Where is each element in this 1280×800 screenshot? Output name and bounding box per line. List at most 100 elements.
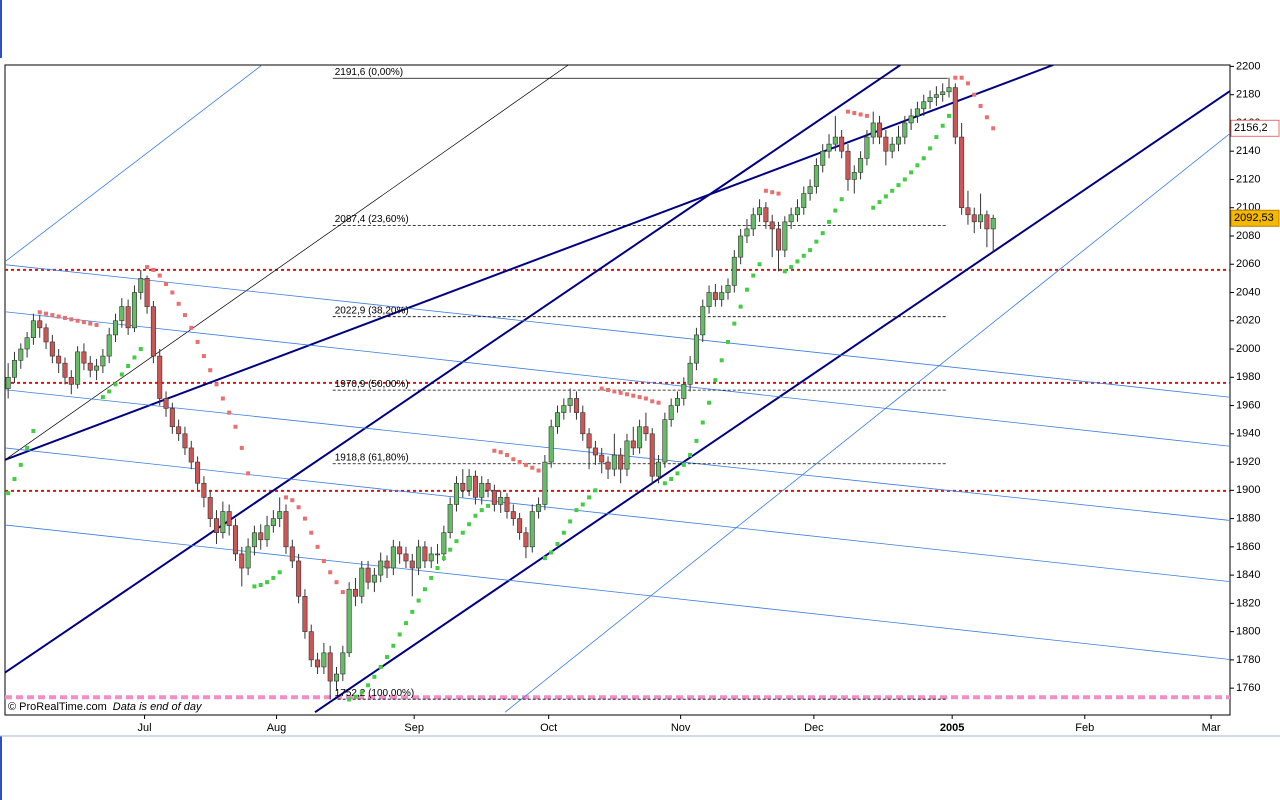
sar-dot xyxy=(302,516,307,521)
candle-body xyxy=(321,652,327,668)
sar-dot xyxy=(858,112,863,117)
candle-body xyxy=(820,150,826,166)
sar-dot xyxy=(208,368,213,373)
candle-body xyxy=(858,157,864,173)
candle-body xyxy=(605,461,611,470)
candle-body xyxy=(731,256,737,286)
sar-dot xyxy=(18,462,23,467)
candle-body xyxy=(283,511,289,548)
price-marker-label: 2092,53 xyxy=(1234,212,1274,224)
y-tick-label: 2200 xyxy=(1236,60,1260,72)
sar-dot xyxy=(359,690,364,695)
sar-dot xyxy=(366,683,371,688)
sar-dot xyxy=(593,488,598,493)
sar-dot xyxy=(542,556,547,561)
sar-dot xyxy=(372,674,377,679)
sar-dot xyxy=(340,590,345,595)
sar-dot xyxy=(523,462,528,467)
sar-dot xyxy=(403,621,408,626)
sar-dot xyxy=(763,188,768,193)
sar-dot xyxy=(827,219,832,224)
sar-dot xyxy=(915,163,920,168)
sar-dot xyxy=(12,477,17,482)
sar-dot xyxy=(606,388,611,392)
sar-dot xyxy=(984,115,989,120)
candle-body xyxy=(542,461,548,505)
candle-body xyxy=(226,511,232,526)
sar-dot xyxy=(650,399,655,404)
candle-body xyxy=(277,511,283,519)
sar-dot xyxy=(252,584,257,589)
sar-dot xyxy=(580,502,585,507)
candle-body xyxy=(845,150,851,180)
y-tick-label: 1940 xyxy=(1236,428,1260,440)
trend-line xyxy=(5,447,1230,583)
trend-line xyxy=(504,132,1230,713)
fib-label: 1970,9 (50,00%) xyxy=(335,379,409,390)
sar-dot xyxy=(31,428,36,433)
sar-dot xyxy=(947,113,952,118)
candle-body xyxy=(637,426,643,449)
sar-dot xyxy=(441,556,446,561)
sar-dot xyxy=(113,382,118,387)
sar-dot xyxy=(132,355,137,360)
trend-line xyxy=(5,524,1230,660)
candle-body xyxy=(460,482,466,491)
candle-body xyxy=(959,136,965,209)
candle-body xyxy=(195,461,201,484)
candle-body xyxy=(239,553,245,569)
candle-body xyxy=(693,334,699,364)
fib-label: 2022,9 (38,20%) xyxy=(335,305,409,316)
candle-body xyxy=(5,376,11,389)
candle-body xyxy=(296,560,302,597)
candle-body xyxy=(921,101,927,110)
sar-dot xyxy=(688,453,693,457)
sar-dot xyxy=(852,111,857,116)
candle-body xyxy=(441,532,447,555)
sar-dot xyxy=(151,267,156,272)
candle-body xyxy=(933,94,939,98)
candle-body xyxy=(270,518,276,526)
sar-dot xyxy=(334,580,339,585)
candle-body xyxy=(794,207,800,216)
candle-body xyxy=(378,560,384,576)
candle-body xyxy=(371,574,377,583)
candle-body xyxy=(479,482,485,498)
sar-dot xyxy=(883,194,888,199)
candle-body xyxy=(586,433,592,449)
x-tick-label: Sep xyxy=(404,722,424,734)
candle-body xyxy=(308,631,314,661)
candle-body xyxy=(978,214,984,223)
sar-dot xyxy=(637,395,642,400)
candle-body xyxy=(895,136,902,145)
candle-body xyxy=(119,306,125,322)
candle-body xyxy=(472,475,478,498)
candle-body xyxy=(712,292,718,300)
sar-dot xyxy=(277,570,282,575)
candle-body xyxy=(630,440,636,449)
sar-dot xyxy=(871,205,876,210)
candle-body xyxy=(138,278,144,293)
candle-body xyxy=(56,355,62,364)
candle-body xyxy=(649,433,655,477)
sar-dot xyxy=(864,113,869,118)
sar-dot xyxy=(81,320,86,325)
sar-dot xyxy=(965,81,970,86)
sar-dot xyxy=(416,598,421,603)
candle-body xyxy=(839,136,845,152)
sar-dot xyxy=(37,310,42,315)
candle-body xyxy=(131,292,137,329)
sar-dot xyxy=(909,170,914,175)
candle-body xyxy=(908,115,914,124)
candle-body xyxy=(965,207,971,216)
candle-body xyxy=(302,596,308,632)
candle-body xyxy=(946,87,952,93)
plot-content: 2191,6 (0,00%) 2087,4 (23,60%) 2022,9 (38,… xyxy=(5,65,1230,714)
candle-body xyxy=(529,511,535,548)
sar-dot xyxy=(934,135,939,140)
candle-body xyxy=(788,214,794,223)
candle-body xyxy=(397,546,403,555)
candle-body xyxy=(365,567,371,583)
sar-dot xyxy=(44,311,49,316)
